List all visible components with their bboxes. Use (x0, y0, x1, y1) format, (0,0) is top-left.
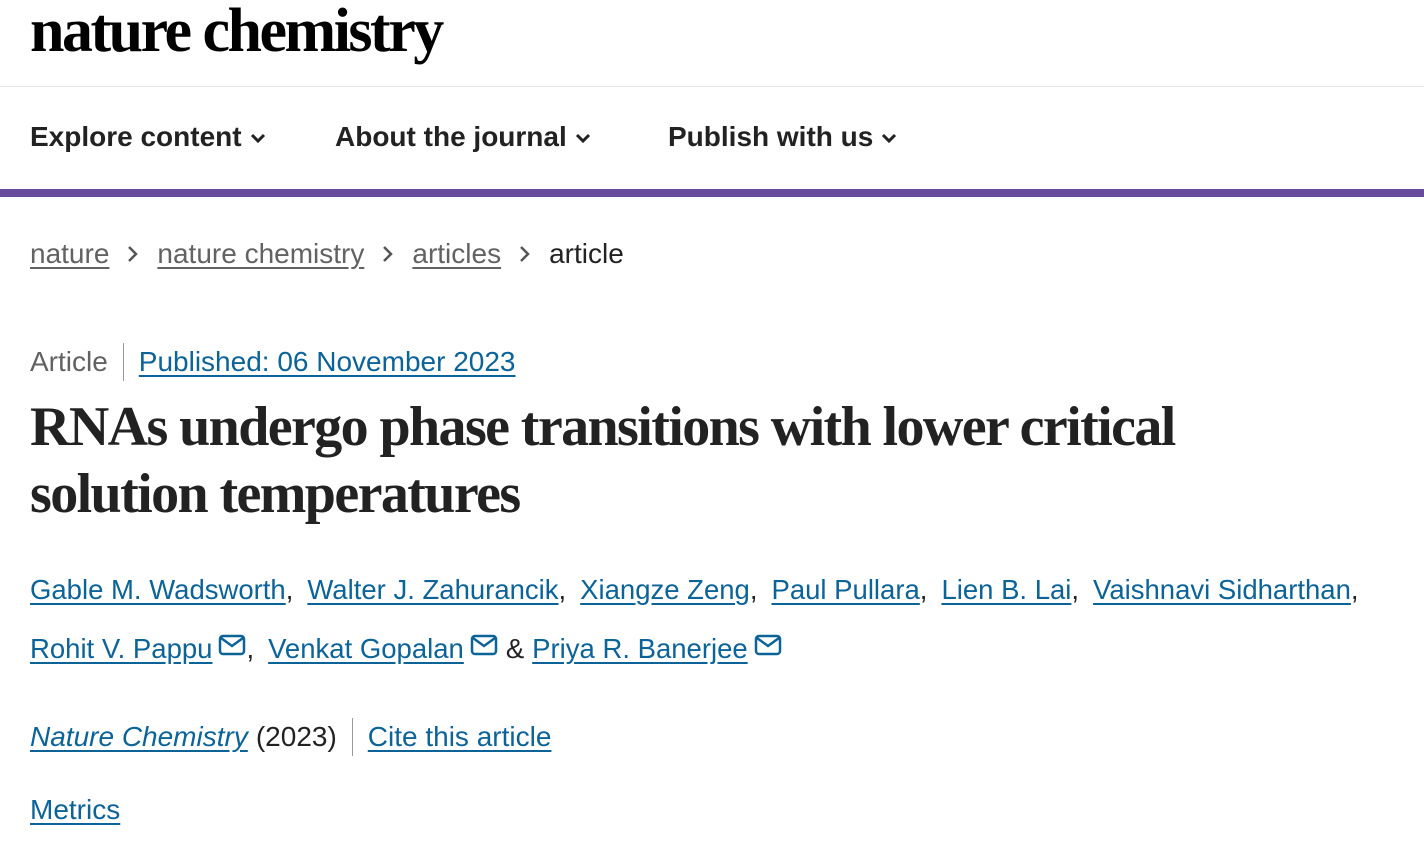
title-line: solution temperatures (30, 463, 521, 525)
nav-item[interactable]: About the journal (335, 121, 591, 153)
separator: , (1071, 574, 1080, 605)
separator: , (919, 574, 928, 605)
chevron (575, 133, 590, 143)
separator-line (122, 343, 124, 381)
nav-item[interactable]: Publish with us (668, 121, 897, 153)
nav-item[interactable]: Explore content (30, 121, 266, 153)
separator-line (351, 718, 353, 756)
chevron (882, 133, 897, 143)
author[interactable]: Rohit V. Pappu (30, 633, 213, 664)
authors-line: Rohit V. Pappu, Venkat Gopalan & Priya R. B… (30, 633, 782, 665)
divider (0, 86, 1424, 87)
breadcrumbs: nature nature chemistry articles article (30, 238, 624, 270)
author[interactable]: Paul Pullara (771, 574, 920, 605)
mail-icon[interactable] (754, 633, 782, 657)
author[interactable]: Venkat Gopalan (268, 633, 464, 664)
author[interactable]: Xiangze Zeng (580, 574, 750, 605)
breadcrumb[interactable]: nature chemistry (157, 238, 365, 269)
authors-line: Gable M. Wadsworth, Walter J. Zahurancik,… (30, 574, 1359, 606)
crumb-sep (383, 246, 394, 262)
year: (2023) (255, 721, 337, 752)
accent-bar (0, 189, 1424, 197)
journal-line: Nature Chemistry (2023) Cite this articl… (30, 718, 551, 756)
article-title: RNAs undergo phase transitions with lowe… (30, 394, 1176, 528)
title-line: RNAs undergo phase transitions with lowe… (30, 396, 1176, 458)
crumb-sep (520, 246, 530, 262)
journal-link[interactable]: Nature Chemistry (30, 721, 248, 752)
separator: , (558, 574, 567, 605)
published-date[interactable]: Published: 06 November 2023 (138, 346, 516, 377)
metrics-link[interactable]: Metrics (30, 794, 121, 825)
article-type: Article (30, 346, 108, 377)
separator: , (749, 574, 758, 605)
nav-label[interactable]: Explore content (30, 121, 242, 152)
author[interactable]: Gable M. Wadsworth (30, 574, 286, 605)
logo[interactable]: nature chemistry (30, 0, 444, 65)
mail-icon[interactable] (218, 633, 246, 657)
separator: , (246, 633, 255, 664)
article-meta: Article Published: 06 November 2023 (30, 343, 515, 381)
separator: , (1350, 574, 1359, 605)
nav-label[interactable]: About the journal (335, 121, 567, 152)
conjunction: & (505, 633, 525, 664)
author[interactable]: Lien B. Lai (941, 574, 1072, 605)
author[interactable]: Priya R. Banerjee (532, 633, 748, 664)
crumb-sep (128, 246, 139, 262)
author[interactable]: Vaishnavi Sidharthan (1093, 574, 1351, 605)
separator: , (285, 574, 294, 605)
breadcrumb[interactable]: articles (412, 238, 502, 269)
breadcrumb[interactable]: nature (30, 238, 110, 269)
breadcrumb-current: article (549, 238, 624, 269)
chevron (250, 133, 265, 143)
mail-icon[interactable] (470, 633, 498, 657)
metrics: Metrics (30, 794, 120, 826)
cite-link[interactable]: Cite this article (367, 721, 552, 752)
author[interactable]: Walter J. Zahurancik (307, 574, 559, 605)
nav-label[interactable]: Publish with us (668, 121, 874, 152)
